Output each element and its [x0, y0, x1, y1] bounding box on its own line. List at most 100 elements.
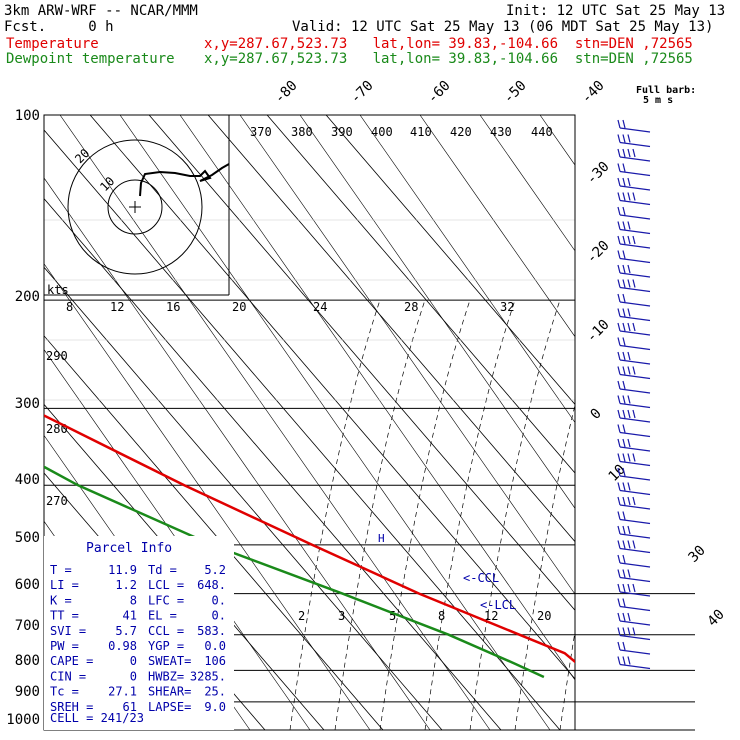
model-title: 3km ARW-WRF -- NCAR/MMM: [4, 3, 198, 19]
temperature-curve: [44, 414, 575, 664]
hodograph-trace: [139, 163, 230, 197]
hodograph-ring-outer: [67, 139, 203, 275]
theta-e-label: 420: [450, 125, 472, 139]
pressure-label: 700: [15, 618, 40, 634]
parcel-row: CIN = 0 HWBZ= 3285.: [50, 669, 226, 683]
parcel-key: T =: [50, 563, 72, 577]
wind-barb: [617, 627, 651, 641]
init-time: Init: 12 UTC Sat 25 May 13: [506, 3, 726, 19]
wind-barb: [617, 641, 651, 655]
parcel-value: 5.2: [204, 563, 226, 577]
wind-barb: [617, 453, 651, 467]
isotherm-line: [266, 115, 575, 474]
parcel-value: 583.: [197, 624, 226, 638]
isotherm-line: [44, 197, 502, 730]
parcel-value: 0: [130, 669, 137, 683]
parcel-value: 648.: [197, 578, 226, 592]
wind-barb: [617, 134, 651, 148]
wind-barb: [617, 496, 651, 510]
parcel-value: 41: [123, 609, 137, 623]
mixing-ratio-label: 2: [298, 609, 305, 623]
isotherm-label: -70: [348, 78, 377, 107]
parcel-key: LI =: [50, 578, 79, 592]
dry-adiabat-line: [44, 349, 311, 730]
dry-adiabat-line: [119, 115, 551, 730]
wind-barb: [617, 337, 651, 351]
parcel-value: 0.98: [108, 639, 137, 653]
parcel-key: Td =: [148, 563, 177, 577]
parcel-key: LFC =: [148, 593, 184, 607]
theta-e-labels: 370 380 390 400 410 420 430 440: [250, 125, 553, 139]
wind-barb: [617, 235, 651, 249]
isotherm-label: 10: [606, 462, 629, 485]
parcel-info-title: Parcel Info: [86, 541, 172, 556]
pressure-label: 500: [15, 530, 40, 546]
kts-label: 20: [232, 300, 246, 314]
wind-barb: [617, 177, 651, 191]
wind-barb: [617, 569, 651, 583]
side-label: 280: [46, 422, 68, 436]
wind-barb: [617, 482, 651, 496]
parcel-row: LI = 1.2 LCL = 648.: [50, 578, 226, 592]
theta-e-label: 400: [371, 125, 393, 139]
dry-adiabat-line: [600, 115, 740, 730]
parcel-key: SWEAT=: [148, 654, 191, 668]
mixing-ratio-label: 8: [438, 609, 445, 623]
wind-barb: [617, 511, 651, 525]
mixing-ratio-line: [469, 299, 561, 730]
parcel-key: LCL =: [148, 578, 184, 592]
parcel-value: 106: [204, 654, 226, 668]
dewpoint-legend-label: Dewpoint temperature: [6, 51, 175, 67]
wind-barb: [617, 540, 651, 554]
wind-barb: [617, 395, 651, 409]
wind-barb: [617, 192, 651, 206]
parcel-key: SREH =: [50, 700, 93, 714]
mixing-ratio-label: 5: [389, 609, 396, 623]
wind-barb: [617, 467, 651, 481]
forecast-hour: Fcst. 0 h: [4, 19, 114, 35]
hodograph: 20 10: [44, 115, 230, 296]
parcel-key: K =: [50, 593, 72, 607]
parcel-value: 0.0: [204, 639, 226, 653]
wind-barb: [617, 380, 651, 394]
kts-label: kts: [47, 283, 69, 297]
parcel-row: T = 11.9 Td = 5.2: [50, 563, 226, 577]
barb-legend-title: Full barb:: [636, 85, 696, 96]
isotherm-label: 40: [705, 607, 728, 630]
pressure-label: 800: [15, 653, 40, 669]
parcel-key: TT =: [50, 609, 79, 623]
parcel-value: 3285.: [190, 669, 226, 683]
wind-barb: [617, 438, 651, 452]
parcel-value: 61: [123, 700, 137, 714]
pressure-axis: 100 200 300 400 500 600 700 800 900 1000: [6, 108, 40, 728]
kts-label: 28: [404, 300, 418, 314]
dry-adiabat-line: [239, 115, 575, 595]
barb-legend-unit: 5 m s: [643, 95, 673, 106]
pressure-label: 400: [15, 472, 40, 488]
dry-adiabat-line: [299, 115, 575, 509]
wind-barb: [617, 409, 651, 423]
wind-barb: [617, 279, 651, 293]
isotherm-label: 30: [686, 543, 709, 566]
wind-barb: [617, 656, 651, 670]
dry-adiabat-line: [44, 177, 431, 730]
mixing-ratio-line: [559, 629, 575, 730]
pressure-label: 300: [15, 396, 40, 412]
parcel-value: 27.1: [108, 685, 137, 699]
parcel-row: SREH = 61 LAPSE= 9.0: [50, 700, 226, 714]
isotherm-label: -80: [272, 78, 301, 107]
mixing-ratio-labels: 2 3 5 8 12 20: [298, 609, 551, 623]
pressure-label: 1000: [6, 712, 40, 728]
hodograph-ring-inner: [107, 179, 163, 235]
parcel-row: SVI = 5.7 CCL = 583.: [50, 624, 226, 638]
kts-labels: kts 8 12 16 20 24 28 32: [47, 283, 514, 314]
theta-e-label: 430: [490, 125, 512, 139]
isotherm-label: -40: [579, 78, 608, 107]
dewpoint-legend-info: x,y=287.67,523.73 lat,lon= 39.83,-104.66…: [204, 51, 693, 67]
wind-barb: [617, 148, 651, 162]
wind-barb: [617, 351, 651, 365]
isotherm-line: [44, 335, 384, 730]
isotherm-label: -50: [501, 78, 530, 107]
isotherm-line: [325, 115, 575, 406]
parcel-key: CIN =: [50, 669, 86, 683]
